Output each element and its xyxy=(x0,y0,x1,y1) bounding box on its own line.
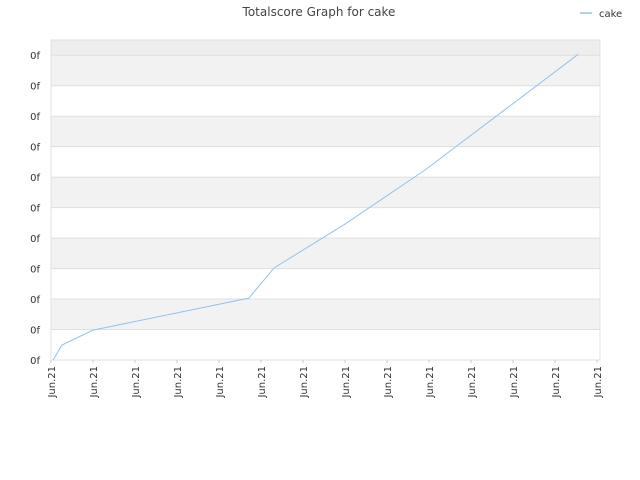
x-tick-label: Jun.21 xyxy=(131,366,142,399)
plot-band xyxy=(51,116,600,147)
x-tick-label: Jun.21 xyxy=(215,366,226,399)
y-tick-label: 0f xyxy=(30,112,40,123)
y-tick-label: 0f xyxy=(30,234,40,245)
y-tick-label: 0f xyxy=(30,326,40,337)
y-tick-label: 0f xyxy=(30,265,40,276)
y-tick-label: 0f xyxy=(30,82,40,93)
x-tick-label: Jun.21 xyxy=(299,366,310,399)
plot-band xyxy=(51,238,600,269)
x-tick-label: Jun.21 xyxy=(551,366,562,399)
x-tick-label: Jun.21 xyxy=(383,366,394,399)
y-tick-label: 0f xyxy=(30,143,40,154)
y-tick-label: 0f xyxy=(30,356,40,367)
x-tick-label: Jun.21 xyxy=(47,366,58,399)
y-tick-label: 0f xyxy=(30,295,40,306)
chart-title: Totalscore Graph for cake xyxy=(242,5,396,19)
x-tick-label: Jun.21 xyxy=(593,366,604,399)
x-tick-label: Jun.21 xyxy=(341,366,352,399)
plot-band xyxy=(51,177,600,208)
plot-band xyxy=(51,40,600,56)
x-tick-label: Jun.21 xyxy=(257,366,268,399)
x-tick-label: Jun.21 xyxy=(467,366,478,399)
data-line xyxy=(52,53,579,361)
x-tick-label: Jun.21 xyxy=(509,366,520,399)
x-tick-label: Jun.21 xyxy=(89,366,100,399)
x-tick-label: Jun.21 xyxy=(173,366,184,399)
y-tick-label: 0f xyxy=(30,204,40,215)
x-tick-label: Jun.21 xyxy=(425,366,436,399)
plot-band xyxy=(51,55,600,86)
legend-label: cake xyxy=(599,9,622,20)
plot-band xyxy=(51,299,600,330)
y-tick-label: 0f xyxy=(30,51,40,62)
plot-border xyxy=(50,39,601,361)
y-tick-label: 0f xyxy=(30,173,40,184)
